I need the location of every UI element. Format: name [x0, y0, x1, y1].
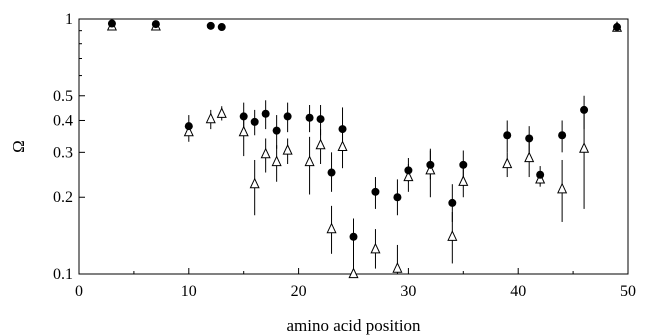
- triangle-marker: [326, 222, 337, 234]
- y-tick-label: 0.1: [53, 266, 73, 283]
- triangle-marker: [392, 262, 403, 273]
- x-tick-label: 30: [400, 283, 416, 300]
- triangle-marker: [282, 143, 293, 155]
- circle-marker: [404, 166, 413, 175]
- circle-marker: [503, 131, 512, 140]
- triangle-marker: [425, 163, 436, 175]
- circle-marker: [371, 187, 380, 196]
- triangle-marker: [524, 151, 535, 163]
- triangle-marker: [348, 267, 359, 279]
- circle-marker: [261, 109, 270, 118]
- y-tick-label: 0.3: [53, 144, 73, 161]
- triangle-marker: [370, 242, 381, 254]
- circle-marker: [448, 198, 457, 207]
- circle-marker: [283, 112, 292, 121]
- circle-marker: [250, 117, 259, 126]
- triangle-marker: [260, 147, 271, 159]
- circle-marker: [184, 122, 193, 131]
- data-marks: [106, 19, 623, 279]
- triangle-marker: [216, 107, 227, 118]
- plot-axes: 0 10 20 30 40 50 0.1 0.2 0.3 0.4 0.5 1: [53, 11, 636, 300]
- circle-marker: [217, 23, 226, 32]
- x-tick-label: 10: [181, 283, 197, 300]
- circle-marker: [426, 160, 435, 169]
- x-tick-label: 0: [75, 283, 83, 300]
- circle-marker: [338, 125, 347, 134]
- x-tick-label: 40: [510, 283, 526, 300]
- circle-marker: [206, 21, 215, 30]
- triangle-marker: [238, 125, 249, 137]
- triangle-marker: [337, 140, 348, 152]
- triangle-marker: [579, 142, 590, 153]
- circle-marker: [272, 126, 281, 135]
- circle-marker: [151, 20, 160, 29]
- circle-marker: [349, 232, 358, 241]
- circle-marker: [393, 193, 402, 202]
- triangle-marker: [447, 230, 458, 241]
- y-tick-label: 0.4: [53, 112, 73, 129]
- circle-marker: [239, 112, 248, 121]
- circle-marker: [536, 170, 545, 179]
- y-tick-label: 1: [65, 11, 73, 28]
- triangle-marker: [557, 182, 568, 194]
- circle-marker: [327, 168, 336, 177]
- circle-marker: [305, 113, 314, 122]
- triangle-marker: [315, 138, 326, 150]
- triangle-marker: [249, 177, 260, 189]
- circle-marker: [316, 115, 325, 124]
- y-tick-label: 0.5: [53, 88, 73, 105]
- triangle-marker: [403, 170, 414, 182]
- x-tick-label: 20: [291, 283, 307, 300]
- circle-marker: [107, 19, 116, 28]
- x-tick-label: 50: [620, 283, 636, 300]
- triangle-marker: [271, 155, 282, 167]
- circle-marker: [580, 105, 589, 114]
- circle-marker: [613, 23, 622, 32]
- triangle-marker: [502, 157, 513, 169]
- triangle-marker: [458, 175, 469, 186]
- triangle-marker: [304, 155, 315, 167]
- y-axis-label: Ω: [9, 140, 28, 153]
- circle-marker: [558, 131, 567, 140]
- triangle-marker: [183, 125, 194, 137]
- circle-marker: [459, 160, 468, 169]
- y-tick-label: 0.2: [53, 189, 73, 206]
- circle-marker: [525, 134, 534, 143]
- x-axis-label: amino acid position: [286, 316, 421, 335]
- triangle-marker: [205, 112, 216, 124]
